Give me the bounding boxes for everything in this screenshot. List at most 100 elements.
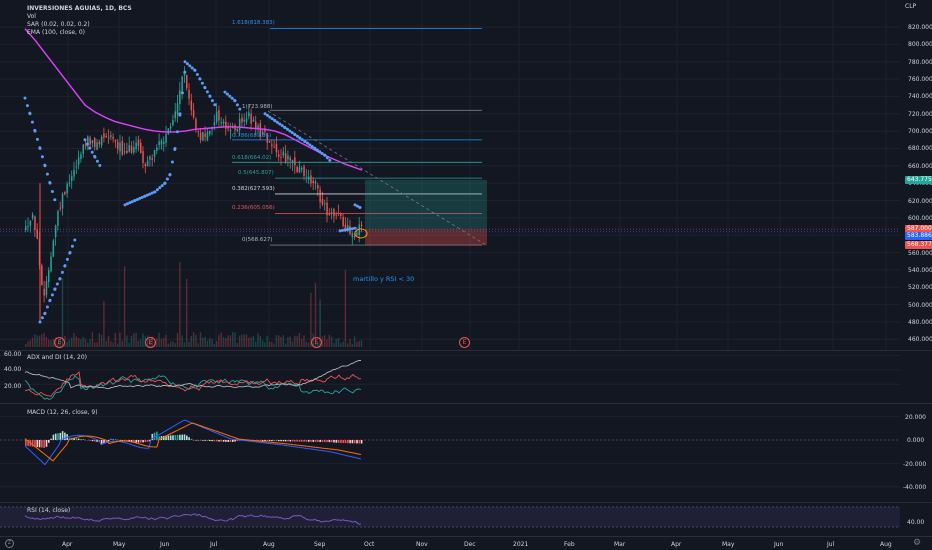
currency-label: CLP: [905, 3, 917, 10]
sar-dot: [48, 181, 52, 185]
rsi-pane[interactable]: RSI (14, close): [0, 503, 900, 536]
price-chart[interactable]: [0, 0, 900, 350]
macd-pane[interactable]: MACD (12, 26, close, 9): [0, 404, 900, 502]
price-tick: 560.000: [908, 249, 932, 257]
volume-bar: [280, 336, 282, 347]
rsi-chart[interactable]: [0, 503, 900, 536]
macd-histogram-bar: [222, 440, 225, 442]
sar-dot: [95, 159, 99, 163]
macd-histogram-bar: [280, 440, 282, 442]
candle-body: [252, 119, 255, 122]
volume-bar: [48, 339, 50, 347]
candle-body: [215, 111, 218, 123]
macd-histogram-bar: [358, 440, 361, 444]
sar-dot: [225, 92, 229, 96]
earnings-badge[interactable]: E: [145, 337, 156, 348]
price-tick: 460.000: [908, 336, 932, 344]
pane-divider[interactable]: [0, 502, 932, 503]
macd-histogram-bar: [43, 440, 45, 448]
symbol-title[interactable]: INVERSIONES AGUIAS, 1D, BCS: [27, 5, 132, 12]
candle-body: [186, 75, 188, 89]
candle-body: [29, 220, 32, 226]
volume-bar: [126, 335, 128, 347]
candle-body: [169, 126, 172, 129]
adx-legend[interactable]: ADX and DI (14, 20): [27, 354, 87, 361]
candle-body: [229, 129, 232, 132]
macd-histogram-bar: [82, 439, 85, 440]
earnings-badge[interactable]: E: [311, 337, 322, 348]
volume-bar: [188, 341, 190, 347]
candle-body: [266, 134, 268, 143]
pane-divider[interactable]: [0, 403, 932, 404]
macd-axis[interactable]: 20.000 0.000 -20.000 -40.000: [900, 404, 932, 502]
time-axis[interactable]: Apr May Jun Jul Aug Sep Oct Nov Dec 2021 Feb Mar Apr…: [0, 537, 900, 550]
volume-bar: [66, 342, 68, 347]
candle-body: [94, 138, 96, 148]
volume-bar: [259, 335, 261, 347]
candle-body: [105, 135, 107, 137]
volume-bar: [160, 338, 163, 347]
candle-body: [151, 158, 153, 160]
price-tick: 660.000: [908, 162, 932, 170]
candle-body: [330, 212, 333, 214]
macd-histogram-bar: [220, 440, 223, 442]
price-tick: 780.000: [908, 58, 932, 66]
macd-chart[interactable]: [0, 404, 900, 502]
volume-bar: [195, 334, 197, 347]
chart-annotation[interactable]: martillo y RSI < 30: [353, 275, 415, 283]
ema-legend[interactable]: EMA (100, close, 0): [27, 29, 86, 36]
adx-pane[interactable]: ADX and DI (14, 20): [0, 351, 900, 403]
price-axis[interactable]: CLP 820.000 800.000 780.000 760.000 740.000 7…: [900, 0, 932, 350]
candle-body: [34, 216, 36, 230]
timezone-icon[interactable]: Z: [5, 539, 14, 548]
volume-bar: [96, 342, 98, 347]
earnings-badge[interactable]: E: [459, 337, 470, 348]
rsi-legend[interactable]: RSI (14, close): [27, 507, 71, 514]
candle-body: [112, 136, 114, 139]
macd-histogram-bar: [27, 440, 29, 447]
fib-label-05: 0.5(645.807): [238, 170, 274, 176]
main-chart-pane[interactable]: INVERSIONES AGUIAS, 1D, BCS Vol SAR (0.0…: [0, 0, 900, 350]
price-tag: 568.377: [905, 241, 932, 249]
time-tick: Aug: [263, 541, 275, 548]
volume-bar: [52, 338, 54, 347]
sar-dot: [208, 94, 212, 98]
macd-histogram-bar: [229, 440, 232, 443]
sar-legend[interactable]: SAR (0.02, 0.02, 0.2): [27, 21, 90, 28]
candle-body: [220, 122, 222, 124]
earnings-badge[interactable]: E: [54, 337, 65, 348]
candle-body: [342, 217, 344, 226]
macd-histogram-bar: [197, 440, 200, 441]
pane-divider[interactable]: [0, 350, 932, 351]
candle-body: [324, 203, 326, 205]
macd-histogram-bar: [89, 440, 91, 441]
macd-histogram-bar: [195, 440, 197, 441]
macd-histogram-bar: [204, 440, 206, 441]
macd-legend[interactable]: MACD (12, 26, close, 9): [27, 409, 98, 416]
macd-histogram-bar: [54, 433, 57, 440]
rsi-axis[interactable]: 40.00: [900, 503, 932, 536]
macd-histogram-bar: [107, 440, 110, 442]
macd-histogram-bar: [232, 440, 234, 442]
candle-body: [130, 145, 133, 153]
sar-dot: [145, 193, 149, 197]
macd-histogram-bar: [310, 440, 312, 442]
volume-bar: [142, 333, 144, 347]
sar-dot: [235, 103, 239, 107]
gear-icon[interactable]: ⚙: [913, 538, 922, 548]
volume-legend[interactable]: Vol: [27, 13, 36, 20]
macd-histogram-bar: [174, 435, 177, 440]
price-tick: 820.000: [908, 24, 932, 31]
time-tick: Oct: [364, 541, 375, 548]
candle-body: [117, 141, 119, 150]
adx-chart[interactable]: [0, 351, 900, 403]
macd-histogram-bar: [167, 435, 170, 440]
macd-histogram-bar: [117, 439, 119, 441]
volume-bar: [310, 292, 312, 347]
macd-histogram-bar: [114, 439, 117, 440]
sar-dot: [353, 203, 357, 207]
price-tick: 680.000: [908, 145, 932, 153]
candle-body: [89, 137, 91, 145]
volume-bar: [117, 343, 119, 347]
candle-body: [192, 110, 195, 118]
